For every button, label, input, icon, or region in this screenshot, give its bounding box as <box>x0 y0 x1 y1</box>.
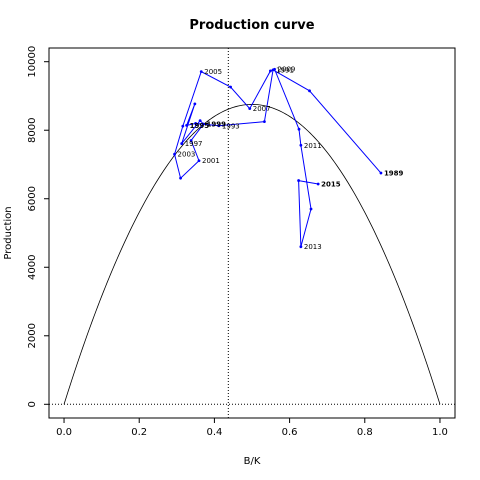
x-tick-label: 0.2 <box>131 427 147 438</box>
data-point <box>197 159 201 163</box>
year-label: 1991 <box>276 66 294 74</box>
year-label: 2007 <box>253 105 271 113</box>
data-point <box>180 142 184 145</box>
year-label: 1993 <box>222 122 240 130</box>
data-point <box>193 102 197 106</box>
data-point <box>179 176 182 180</box>
data-point <box>185 124 188 127</box>
year-label: 1997 <box>185 140 203 148</box>
data-point <box>217 124 221 128</box>
data-point <box>199 70 203 74</box>
x-tick-label: 1.0 <box>432 427 448 438</box>
year-label: 2005 <box>204 68 222 76</box>
plot-frame <box>48 47 456 419</box>
year-label: 1995 <box>190 122 210 130</box>
data-point <box>316 182 320 186</box>
plot-area: 1989 1991 1993 1995 1997 1999 2001 2003 2005 2007… <box>27 46 456 438</box>
y-tick-label: 6000 <box>27 186 38 211</box>
x-axis: 0.0 0.2 0.4 0.6 0.8 1.0 <box>56 418 448 438</box>
x-tick-label: 0.4 <box>206 427 222 438</box>
year-label: 2003 <box>178 151 196 159</box>
data-point <box>202 122 205 126</box>
data-point <box>308 89 311 93</box>
y-axis: 0 2000 4000 6000 8000 10000 <box>27 46 49 407</box>
data-point <box>181 124 185 128</box>
data-point <box>273 67 276 71</box>
x-tick-label: 0.8 <box>357 427 373 438</box>
data-point <box>248 107 252 111</box>
y-tick-label: 10000 <box>27 46 38 78</box>
year-label: 2015 <box>321 181 341 189</box>
data-point <box>297 127 301 131</box>
x-axis-title: B/K <box>244 456 261 467</box>
data-point <box>189 139 193 142</box>
year-label: 1999 <box>207 121 227 129</box>
data-point <box>379 171 383 175</box>
data-point <box>173 152 176 156</box>
y-tick-label: 4000 <box>27 255 38 280</box>
year-label: 2001 <box>202 157 220 165</box>
data-point <box>198 119 202 123</box>
year-label: 2013 <box>304 243 322 251</box>
year-label: 2009 <box>278 66 296 74</box>
data-point <box>269 69 272 73</box>
data-point <box>299 245 303 249</box>
data-point <box>299 143 303 147</box>
x-tick-label: 0.0 <box>56 427 72 438</box>
year-label: 2011 <box>304 142 322 150</box>
y-tick-label: 0 <box>27 401 38 407</box>
x-tick-label: 0.6 <box>282 427 298 438</box>
data-point <box>194 121 198 125</box>
year-label: 1989 <box>384 170 404 178</box>
data-point <box>263 120 266 124</box>
data-point <box>297 179 301 182</box>
y-tick-label: 8000 <box>27 117 38 142</box>
data-point <box>229 85 232 89</box>
chart-title: Production curve <box>189 18 314 33</box>
data-point <box>309 207 313 211</box>
y-tick-label: 2000 <box>27 323 38 348</box>
y-axis-title: Production <box>3 206 14 259</box>
